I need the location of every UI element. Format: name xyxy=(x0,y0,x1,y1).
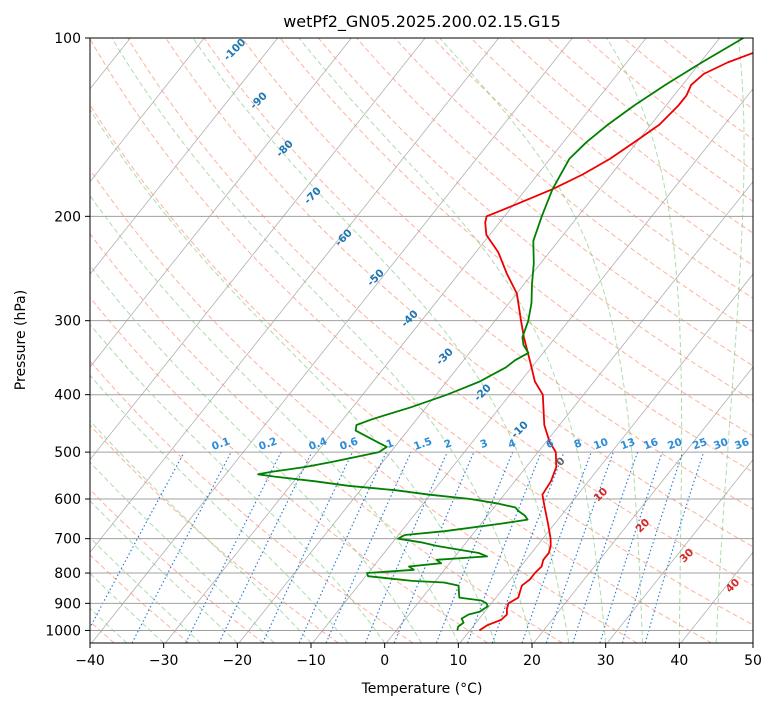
y-tick-label: 700 xyxy=(54,532,81,548)
y-tick-label: 800 xyxy=(54,566,81,582)
y-tick-label: 300 xyxy=(54,314,81,330)
chart-title: wetPf2_GN05.2025.200.02.15.G15 xyxy=(283,12,561,32)
y-tick-label: 200 xyxy=(54,209,81,225)
x-tick-label: −30 xyxy=(149,653,179,669)
y-axis-label: Pressure (hPa) xyxy=(13,290,29,390)
x-tick-label: 20 xyxy=(523,653,541,669)
x-tick-label: 0 xyxy=(380,653,389,669)
x-tick-label: 10 xyxy=(449,653,467,669)
x-tick-label: 50 xyxy=(744,653,762,669)
x-tick-label: 40 xyxy=(670,653,688,669)
x-tick-label: −40 xyxy=(75,653,105,669)
y-tick-label: 100 xyxy=(54,31,81,47)
y-tick-label: 400 xyxy=(54,388,81,404)
y-tick-label: 600 xyxy=(54,492,81,508)
x-axis-label: Temperature (°C) xyxy=(361,681,483,697)
x-tick-label: −20 xyxy=(223,653,253,669)
y-tick-label: 1000 xyxy=(45,623,81,639)
y-tick-label: 500 xyxy=(54,445,81,461)
x-tick-label: 30 xyxy=(597,653,615,669)
x-tick-label: −10 xyxy=(296,653,326,669)
y-tick-label: 900 xyxy=(54,596,81,612)
